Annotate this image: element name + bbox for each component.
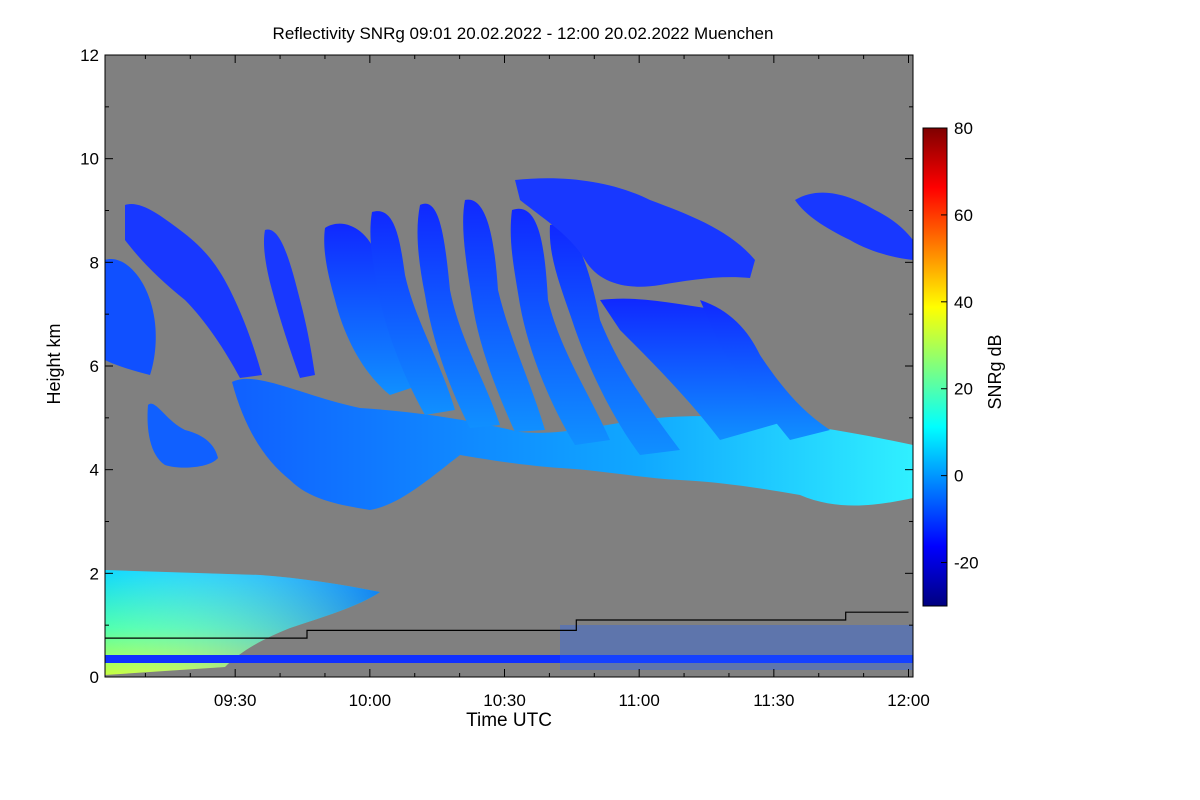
y-tick-label: 12 bbox=[80, 46, 99, 65]
colorbar-tick-label: -20 bbox=[954, 554, 979, 573]
region-upper-cloud bbox=[515, 178, 755, 287]
y-tick-label: 0 bbox=[90, 668, 99, 687]
x-tick-label: 11:00 bbox=[619, 691, 660, 710]
region-near-surface-noise bbox=[560, 625, 913, 670]
colorbar-axis: 80 60 40 20 0 -20 bbox=[941, 119, 979, 573]
colorbar-tick-label: 60 bbox=[954, 206, 973, 225]
colorbar-tick-label: 80 bbox=[954, 119, 973, 138]
region-left-cloud bbox=[105, 259, 156, 375]
echo-regions bbox=[105, 178, 913, 675]
y-tick-label: 4 bbox=[90, 461, 99, 480]
chart-title: Reflectivity SNRg 09:01 20.02.2022 - 12:… bbox=[273, 24, 774, 43]
y-tick-label: 10 bbox=[80, 150, 99, 169]
x-tick-label: 11:30 bbox=[753, 691, 794, 710]
x-tick-label: 12:00 bbox=[887, 691, 930, 710]
region-boundary-layer-fade bbox=[105, 570, 380, 675]
colorbar bbox=[922, 127, 948, 607]
region-near-surface-band bbox=[105, 655, 913, 663]
region-mid-left-streaks-2 bbox=[263, 229, 315, 378]
y-axis-label: Height km bbox=[44, 323, 64, 404]
mixing-layer-line bbox=[105, 611, 909, 639]
region-upper-right-cloud bbox=[795, 192, 913, 260]
y-tick-label: 6 bbox=[90, 357, 99, 376]
x-axis-label: Time UTC bbox=[466, 710, 552, 731]
fall-streaks bbox=[324, 199, 830, 455]
x-tick-label: 10:00 bbox=[349, 691, 392, 710]
region-mid-left-streaks bbox=[125, 204, 262, 378]
region-small-cloud bbox=[147, 403, 218, 468]
x-tick-label: 10:30 bbox=[483, 691, 526, 710]
region-lower-cloud bbox=[232, 378, 913, 510]
colorbar-tick-label: 40 bbox=[954, 293, 973, 312]
x-tick-label: 09:30 bbox=[214, 691, 257, 710]
colorbar-tick-label: 20 bbox=[954, 380, 973, 399]
y-tick-label: 2 bbox=[90, 564, 99, 583]
colorbar-label: SNRg dB bbox=[985, 334, 1005, 409]
x-axis: 09:30 10:00 10:30 11:00 11:30 12:00 bbox=[144, 55, 930, 710]
y-axis: 0 2 4 6 8 10 12 bbox=[80, 46, 913, 687]
colorbar-tick-label: 0 bbox=[954, 467, 963, 486]
y-tick-label: 8 bbox=[90, 253, 99, 272]
